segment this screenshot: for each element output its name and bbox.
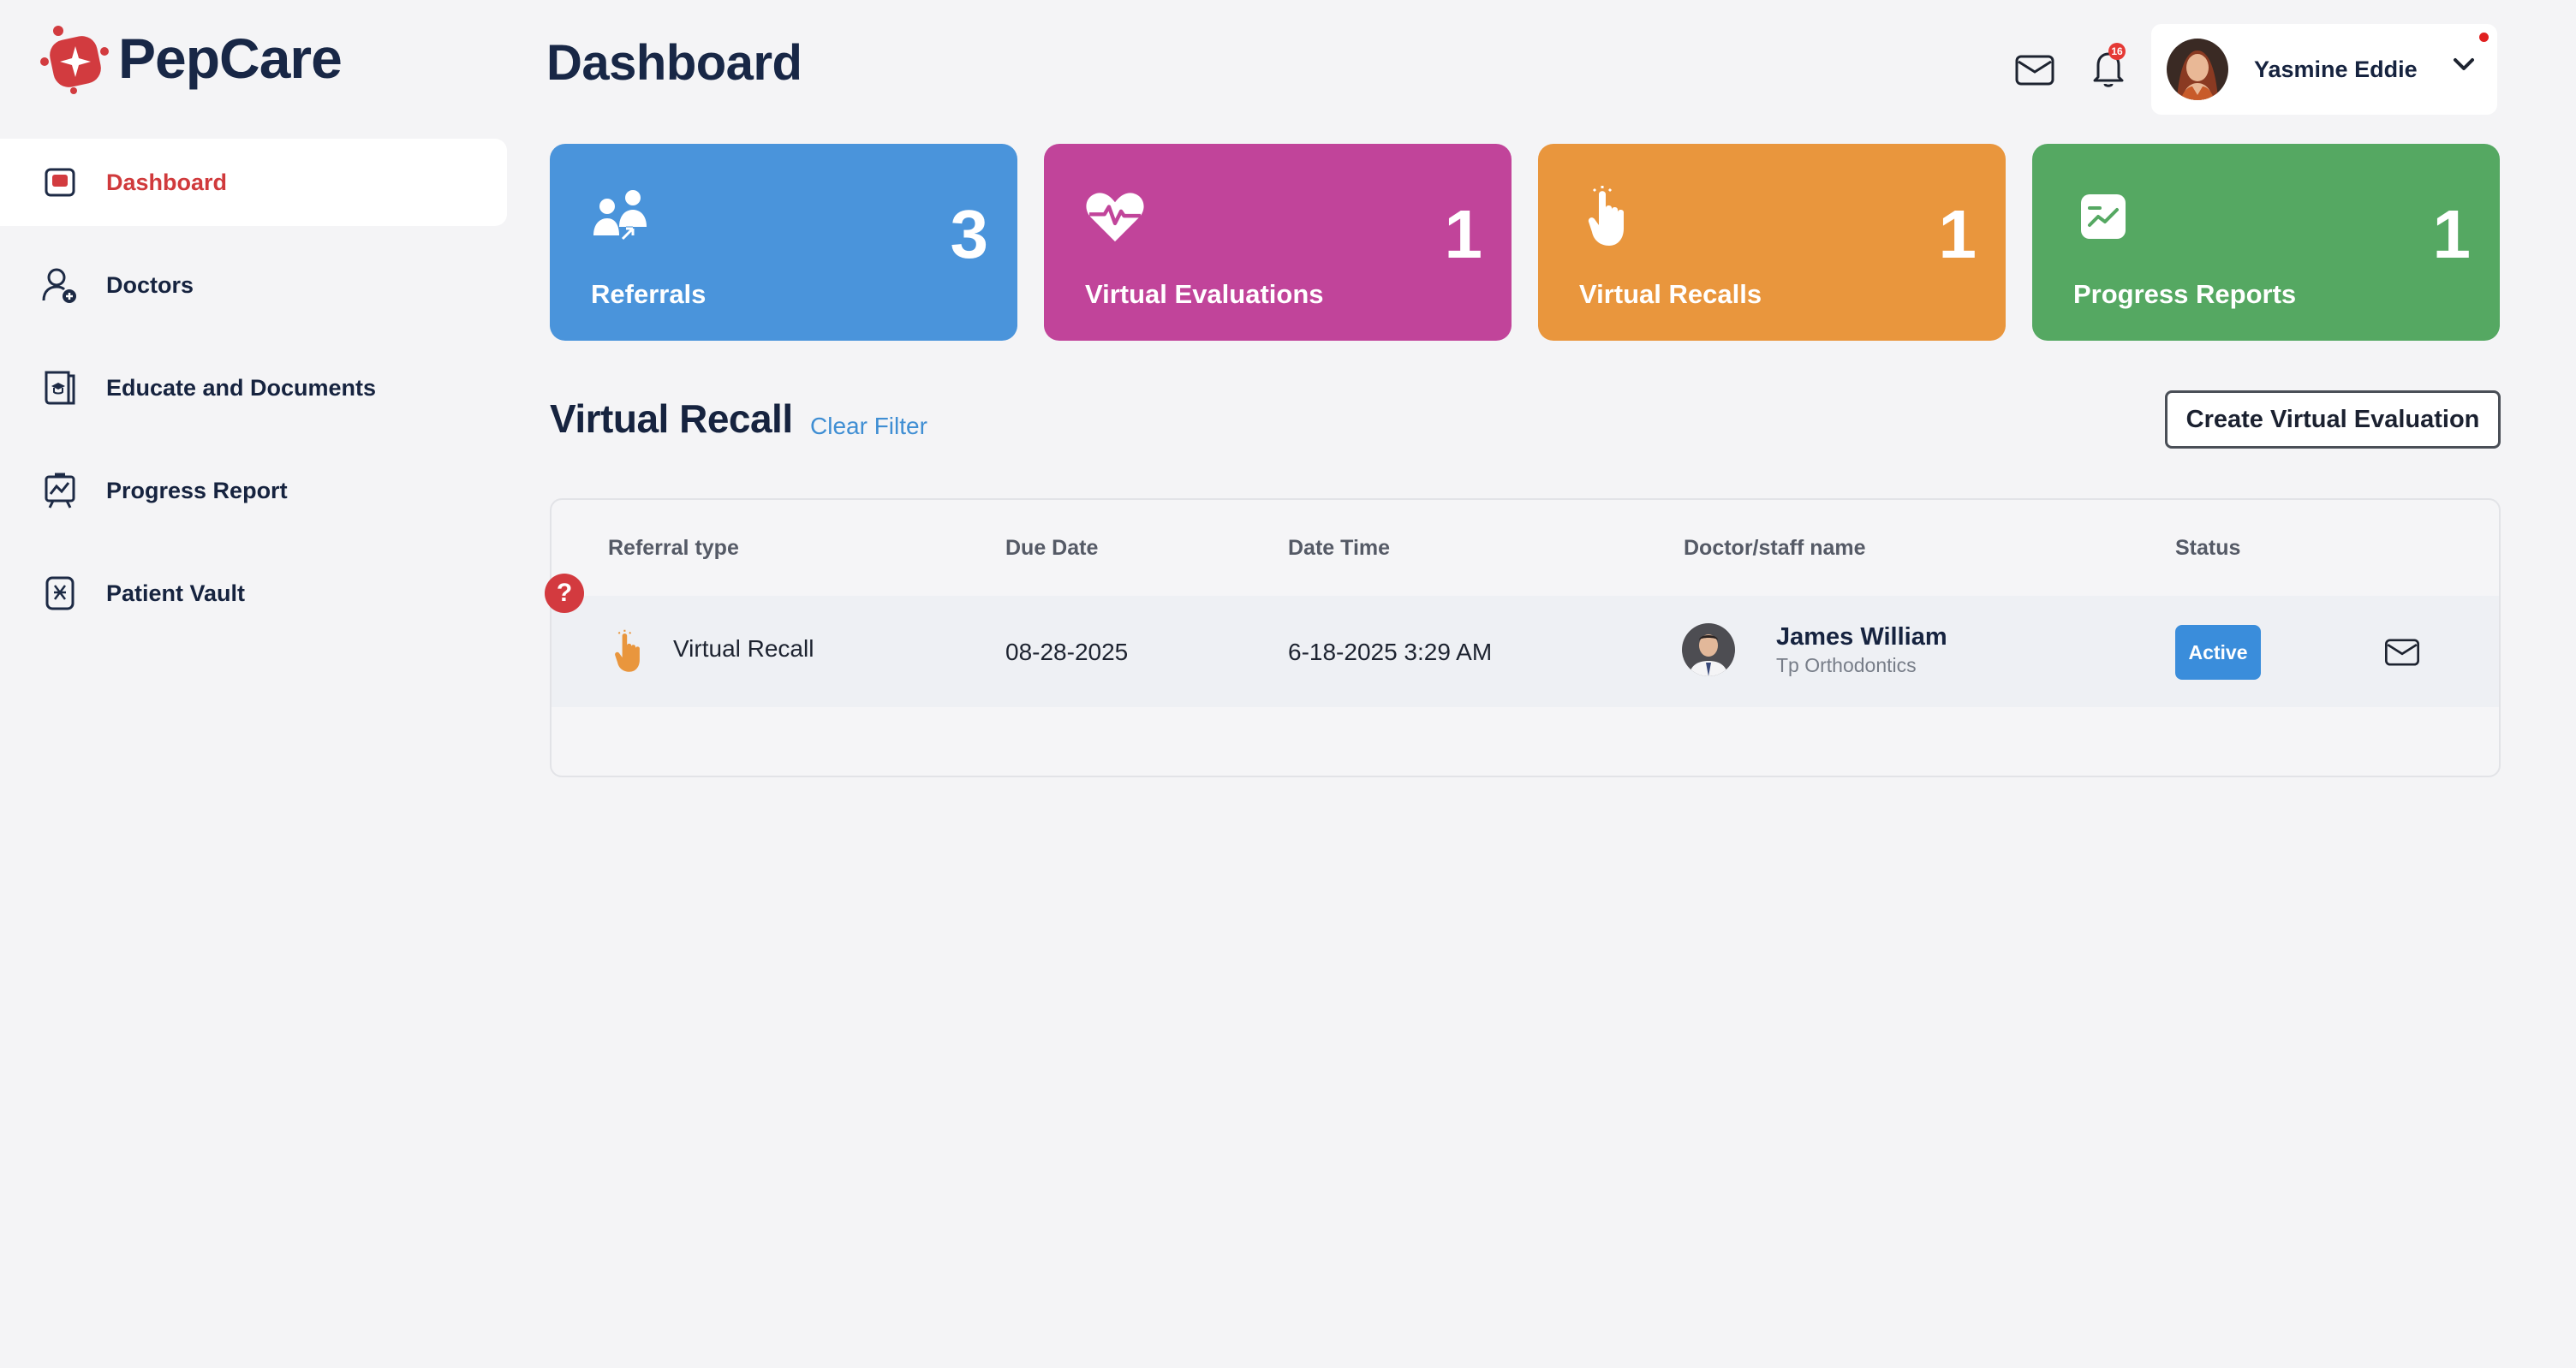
- stat-label: Virtual Evaluations: [1085, 279, 1324, 309]
- heartbeat-icon: [1083, 185, 1147, 248]
- table-row[interactable]: Virtual Recall 08-28-2025 6-18-2025 3:29…: [552, 596, 2499, 707]
- stat-label: Progress Reports: [2073, 279, 2297, 309]
- stat-card-referrals[interactable]: Referrals 3: [550, 144, 1017, 341]
- stat-label: Referrals: [591, 279, 707, 309]
- stat-count: 1: [2432, 196, 2472, 272]
- section-title: Virtual Recall: [550, 396, 793, 441]
- sidebar-item-label: Educate and Documents: [106, 374, 377, 401]
- dashboard-icon: [41, 164, 79, 201]
- status-badge: Active: [2175, 625, 2261, 680]
- create-virtual-evaluation-button[interactable]: Create Virtual Evaluation: [2165, 390, 2501, 449]
- sidebar-item-progress-report[interactable]: Progress Report: [0, 447, 507, 534]
- hand-pointer-icon: [1577, 185, 1641, 248]
- column-header-date-time: Date Time: [1288, 536, 1391, 560]
- doctor-avatar: [1682, 623, 1735, 676]
- chevron-down-icon[interactable]: [2453, 57, 2475, 72]
- stat-count: 1: [1444, 196, 1483, 272]
- column-header-due-date: Due Date: [1005, 536, 1099, 560]
- column-header-referral-type: Referral type: [608, 536, 739, 560]
- cell-due-date: 08-28-2025: [1005, 639, 1129, 665]
- user-name: Yasmine Eddie: [2254, 56, 2418, 82]
- help-badge[interactable]: ?: [545, 574, 584, 613]
- app-logo[interactable]: PepCare: [39, 22, 343, 94]
- chart-icon: [2072, 185, 2135, 248]
- stat-count: 3: [950, 196, 989, 272]
- column-header-status: Status: [2175, 536, 2241, 560]
- sidebar-item-label: Patient Vault: [106, 580, 246, 606]
- progress-board-icon: [41, 472, 79, 509]
- vault-icon: [41, 574, 79, 612]
- education-doc-icon: [41, 369, 79, 407]
- stat-card-virtual-recalls[interactable]: Virtual Recalls 1: [1538, 144, 2006, 341]
- stat-label: Virtual Recalls: [1579, 279, 1762, 309]
- sidebar-item-doctors[interactable]: Doctors: [0, 241, 507, 329]
- sidebar-item-patient-vault[interactable]: Patient Vault: [0, 550, 507, 637]
- referrals-icon: [589, 185, 653, 248]
- sidebar-item-educate-and-documents[interactable]: Educate and Documents: [0, 344, 507, 431]
- stat-card-virtual-evaluations[interactable]: Virtual Evaluations 1: [1044, 144, 1512, 341]
- cell-referral-type: Virtual Recall: [673, 635, 814, 662]
- pepcare-logo-icon: [39, 22, 111, 94]
- user-avatar: [2167, 39, 2228, 100]
- mail-icon[interactable]: [2384, 639, 2420, 666]
- virtual-recall-table: Referral type Due Date Date Time Doctor/…: [550, 498, 2501, 777]
- sidebar-item-label: Doctors: [106, 271, 194, 298]
- cell-date-time: 6-18-2025 3:29 AM: [1288, 639, 1493, 665]
- doctor-name: James William: [1776, 623, 1947, 651]
- column-header-doctor-name: Doctor/staff name: [1684, 536, 1866, 560]
- hand-pointer-icon: [611, 627, 647, 676]
- app-name: PepCare: [118, 27, 343, 90]
- user-menu[interactable]: Yasmine Eddie: [2151, 24, 2497, 115]
- status-dot: [2479, 33, 2489, 42]
- sidebar-item-label: Dashboard: [106, 169, 228, 195]
- page-title: Dashboard: [546, 35, 802, 91]
- notification-count-badge: 16: [2108, 43, 2126, 60]
- stat-card-progress-reports[interactable]: Progress Reports 1: [2032, 144, 2500, 341]
- clear-filter-link[interactable]: Clear Filter: [810, 413, 927, 439]
- user-plus-icon: [41, 266, 79, 304]
- doctor-organization: Tp Orthodontics: [1776, 654, 1917, 676]
- sidebar-item-label: Progress Report: [106, 477, 288, 503]
- sidebar-item-dashboard[interactable]: Dashboard: [0, 139, 507, 226]
- mail-icon[interactable]: [2012, 48, 2057, 92]
- stat-count: 1: [1938, 196, 1977, 272]
